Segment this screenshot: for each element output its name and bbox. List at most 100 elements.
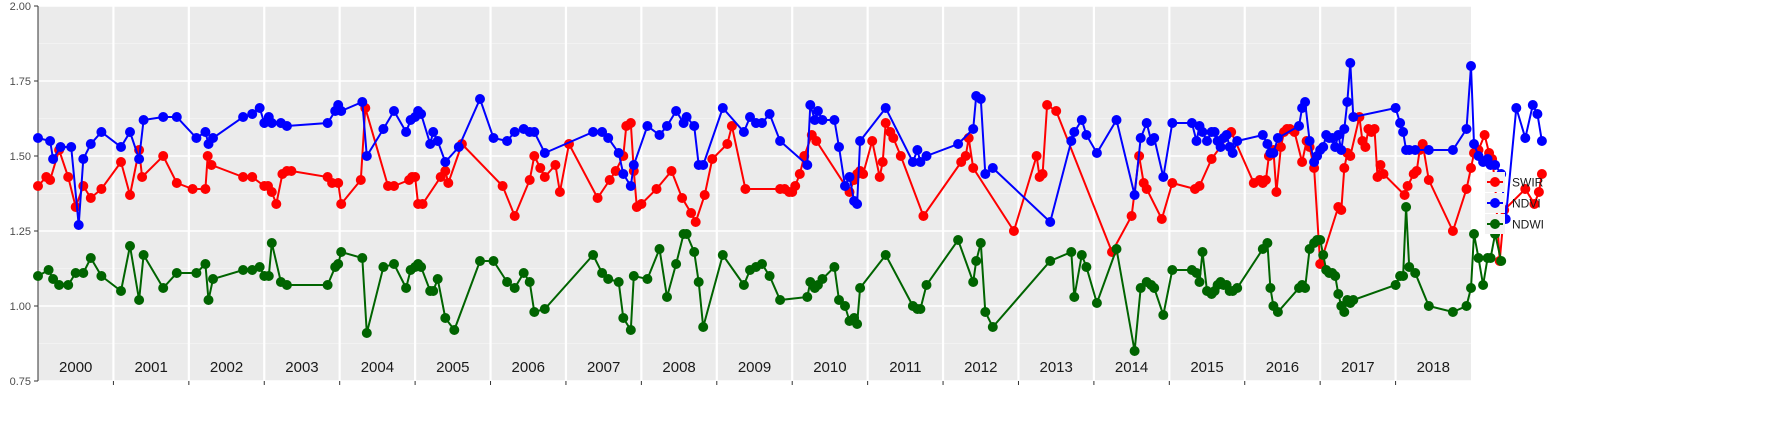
data-point-ndvi bbox=[1469, 139, 1479, 149]
data-point-swir bbox=[1345, 151, 1356, 161]
y-tick-label: 1.50 bbox=[10, 151, 31, 163]
data-point-swir bbox=[1037, 169, 1048, 179]
data-point-ndwi bbox=[63, 280, 74, 290]
data-point-swir bbox=[699, 190, 710, 200]
data-point-ndwi bbox=[840, 301, 850, 311]
data-point-ndwi bbox=[980, 307, 991, 317]
data-point-swir bbox=[1375, 160, 1386, 170]
data-point-swir bbox=[1126, 211, 1137, 221]
data-point-ndvi bbox=[1215, 142, 1226, 152]
data-point-swir bbox=[202, 151, 213, 161]
year-label: 2006 bbox=[512, 359, 545, 376]
year-label: 2012 bbox=[964, 359, 997, 376]
data-point-swir bbox=[535, 163, 546, 173]
data-point-ndvi bbox=[138, 115, 149, 125]
data-point-ndvi bbox=[802, 160, 813, 170]
data-point-ndwi bbox=[1485, 253, 1496, 263]
data-point-ndvi bbox=[1197, 127, 1208, 137]
data-point-swir bbox=[116, 157, 126, 167]
data-point-ndvi bbox=[432, 136, 443, 146]
data-point-ndwi bbox=[829, 262, 840, 272]
data-point-ndvi bbox=[171, 112, 182, 122]
data-point-ndvi bbox=[416, 109, 427, 119]
data-point-swir bbox=[592, 193, 603, 203]
data-point-ndvi bbox=[336, 106, 347, 116]
x-axis bbox=[112, 381, 1397, 385]
data-point-ndwi bbox=[1330, 271, 1341, 281]
data-point-ndvi bbox=[1395, 118, 1406, 128]
data-point-swir bbox=[550, 160, 561, 170]
data-point-ndwi bbox=[33, 271, 43, 281]
data-point-ndwi bbox=[671, 259, 682, 269]
data-point-ndvi bbox=[1091, 148, 1102, 158]
data-point-swir bbox=[554, 187, 565, 197]
data-point-swir bbox=[677, 193, 688, 203]
data-point-ndwi bbox=[662, 292, 672, 302]
data-point-ndwi bbox=[85, 253, 96, 263]
data-point-swir bbox=[794, 169, 805, 179]
data-point-ndvi bbox=[1191, 136, 1202, 146]
data-point-ndvi bbox=[254, 103, 265, 113]
data-point-ndwi bbox=[953, 235, 964, 245]
data-point-ndwi bbox=[539, 304, 550, 314]
data-point-ndvi bbox=[1158, 172, 1169, 182]
data-point-ndwi bbox=[693, 277, 704, 287]
y-axis: 0.75 1.00 1.25 1.50 1.75 2.00 bbox=[10, 1, 39, 388]
data-point-swir bbox=[1206, 154, 1217, 164]
data-point-ndwi bbox=[281, 280, 292, 290]
data-point-ndwi bbox=[518, 268, 529, 278]
data-point-ndwi bbox=[968, 277, 979, 287]
data-point-ndwi bbox=[158, 283, 169, 293]
data-point-ndvi bbox=[1447, 145, 1458, 155]
year-labels: 2000 2001 2002 2003 2004 2005 2006 2007 2008 2009… bbox=[59, 359, 1450, 376]
data-point-ndvi bbox=[453, 142, 464, 152]
data-point-ndwi bbox=[1390, 280, 1401, 290]
data-point-swir bbox=[266, 187, 277, 197]
legend: SWIR NDVI NDWI bbox=[1485, 172, 1544, 234]
data-point-swir bbox=[187, 184, 198, 194]
data-point-ndvi bbox=[1149, 133, 1160, 143]
data-point-swir bbox=[1051, 106, 1062, 116]
data-point-swir bbox=[1260, 175, 1271, 185]
data-point-ndvi bbox=[73, 220, 84, 230]
data-point-swir bbox=[686, 208, 697, 218]
data-point-ndvi bbox=[401, 127, 412, 137]
data-point-swir bbox=[888, 133, 899, 143]
data-point-ndvi bbox=[1209, 127, 1220, 137]
data-point-ndwi bbox=[802, 292, 813, 302]
data-point-swir bbox=[206, 160, 217, 170]
data-point-swir bbox=[410, 172, 421, 182]
data-point-ndvi bbox=[1300, 97, 1311, 107]
data-point-ndvi bbox=[757, 118, 767, 128]
legend-item-swir: SWIR bbox=[1485, 172, 1544, 192]
data-point-ndvi bbox=[834, 142, 844, 152]
data-point-ndvi bbox=[603, 133, 614, 143]
y-tick-label: 1.75 bbox=[10, 76, 31, 88]
data-point-ndwi bbox=[1197, 247, 1208, 257]
data-point-ndvi bbox=[539, 148, 550, 158]
data-point-swir bbox=[811, 136, 822, 146]
y-tick-label: 1.00 bbox=[10, 301, 31, 313]
year-label: 2018 bbox=[1417, 359, 1450, 376]
data-point-ndwi bbox=[1272, 307, 1283, 317]
data-point-swir bbox=[1194, 181, 1205, 191]
data-point-swir bbox=[389, 181, 399, 191]
data-point-ndvi bbox=[281, 121, 292, 131]
data-point-ndwi bbox=[1461, 301, 1472, 311]
legend-item-ndvi: NDVI bbox=[1485, 193, 1541, 213]
data-point-ndvi bbox=[502, 136, 513, 146]
data-point-swir bbox=[1167, 178, 1178, 188]
data-point-ndvi bbox=[85, 139, 96, 149]
data-point-ndwi bbox=[1466, 283, 1476, 293]
data-point-swir bbox=[158, 151, 169, 161]
data-point-ndwi bbox=[1447, 307, 1458, 317]
data-point-ndwi bbox=[642, 274, 653, 284]
data-point-swir bbox=[63, 172, 74, 182]
data-point-swir bbox=[610, 166, 621, 176]
data-point-swir bbox=[1520, 184, 1531, 194]
year-label: 2009 bbox=[738, 359, 771, 376]
data-point-ndwi bbox=[509, 283, 520, 293]
data-point-ndwi bbox=[757, 259, 767, 269]
data-point-ndwi bbox=[266, 238, 277, 248]
data-point-ndvi bbox=[1167, 118, 1178, 128]
